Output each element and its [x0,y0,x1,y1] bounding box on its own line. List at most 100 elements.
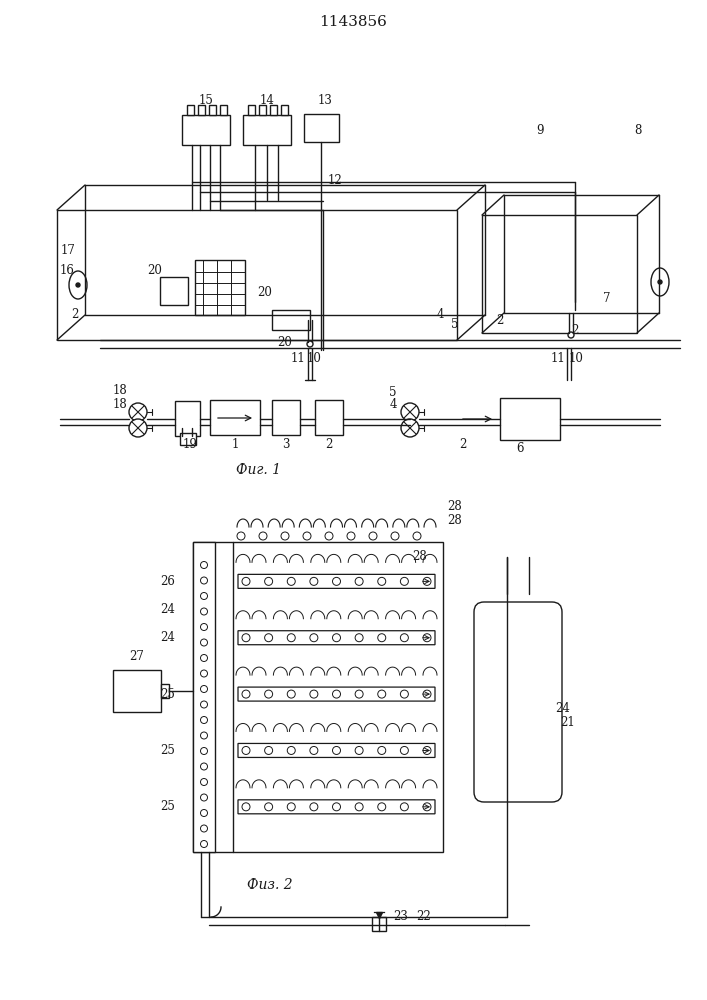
Text: 10: 10 [307,352,322,364]
Text: 24: 24 [556,702,571,716]
Circle shape [401,419,419,437]
Circle shape [423,803,431,811]
Circle shape [201,763,207,770]
Bar [281,105,288,115]
Circle shape [242,634,250,642]
Circle shape [201,608,207,615]
Text: 4: 4 [436,308,444,322]
Circle shape [332,634,341,642]
Text: 5: 5 [390,385,397,398]
Circle shape [201,654,207,662]
Circle shape [281,532,289,540]
Text: 17: 17 [61,243,76,256]
Bar [248,105,255,115]
Circle shape [129,419,147,437]
Text: 2: 2 [325,438,333,452]
Bar [272,310,310,330]
Ellipse shape [69,271,87,299]
Text: 20: 20 [278,336,293,349]
FancyBboxPatch shape [238,743,435,757]
Circle shape [310,803,318,811]
Text: 28: 28 [413,550,427,564]
Bar [210,400,260,435]
Circle shape [201,794,207,801]
Circle shape [347,532,355,540]
Circle shape [355,690,363,698]
Bar [195,260,245,315]
Bar [57,210,457,340]
Text: 10: 10 [568,352,583,364]
Circle shape [242,690,250,698]
Circle shape [400,577,409,585]
Circle shape [303,532,311,540]
Text: 3: 3 [282,438,290,452]
Circle shape [287,803,296,811]
Circle shape [201,778,207,786]
Circle shape [201,825,207,832]
Circle shape [310,690,318,698]
Circle shape [423,634,431,642]
Text: 12: 12 [327,174,342,186]
FancyBboxPatch shape [238,800,435,814]
Circle shape [201,701,207,708]
Circle shape [76,283,80,287]
Bar [500,398,560,440]
Text: 18: 18 [112,383,127,396]
Circle shape [201,670,207,677]
Circle shape [287,577,296,585]
Bar [315,400,343,435]
Circle shape [264,746,273,754]
Circle shape [201,686,207,692]
Circle shape [242,746,250,754]
Circle shape [378,634,386,642]
Text: 20: 20 [257,286,272,298]
Circle shape [310,634,318,642]
Circle shape [259,532,267,540]
Circle shape [310,746,318,754]
Text: 18: 18 [112,398,127,412]
Text: 25: 25 [160,688,175,701]
Circle shape [201,624,207,631]
Circle shape [355,577,363,585]
Circle shape [423,690,431,698]
Circle shape [400,803,409,811]
Text: 5: 5 [451,318,459,332]
Bar [482,215,637,333]
Circle shape [391,532,399,540]
Circle shape [423,577,431,585]
Text: 9: 9 [536,123,544,136]
Bar [259,105,266,115]
Circle shape [369,532,377,540]
Circle shape [201,577,207,584]
Circle shape [400,690,409,698]
Circle shape [287,746,296,754]
Text: Фиг. 1: Фиг. 1 [235,463,281,477]
Text: 25: 25 [160,744,175,757]
Circle shape [325,532,333,540]
Text: 27: 27 [129,650,144,664]
Circle shape [400,634,409,642]
Text: 19: 19 [182,438,197,450]
Circle shape [201,592,207,599]
Text: 11: 11 [291,352,305,364]
Bar [113,670,161,712]
Circle shape [355,746,363,754]
Bar [304,114,339,142]
Circle shape [201,562,207,568]
Circle shape [264,634,273,642]
Text: 23: 23 [394,910,409,922]
Circle shape [307,341,313,347]
Text: 8: 8 [634,123,642,136]
Circle shape [355,803,363,811]
Circle shape [129,403,147,421]
Circle shape [201,810,207,816]
Circle shape [242,577,250,585]
Text: 6: 6 [516,442,524,454]
Bar [161,684,169,698]
Circle shape [658,280,662,284]
Text: 22: 22 [416,910,431,922]
Circle shape [400,746,409,754]
Text: 28: 28 [448,500,462,514]
Text: 2: 2 [460,438,467,452]
Text: 2: 2 [496,314,503,326]
